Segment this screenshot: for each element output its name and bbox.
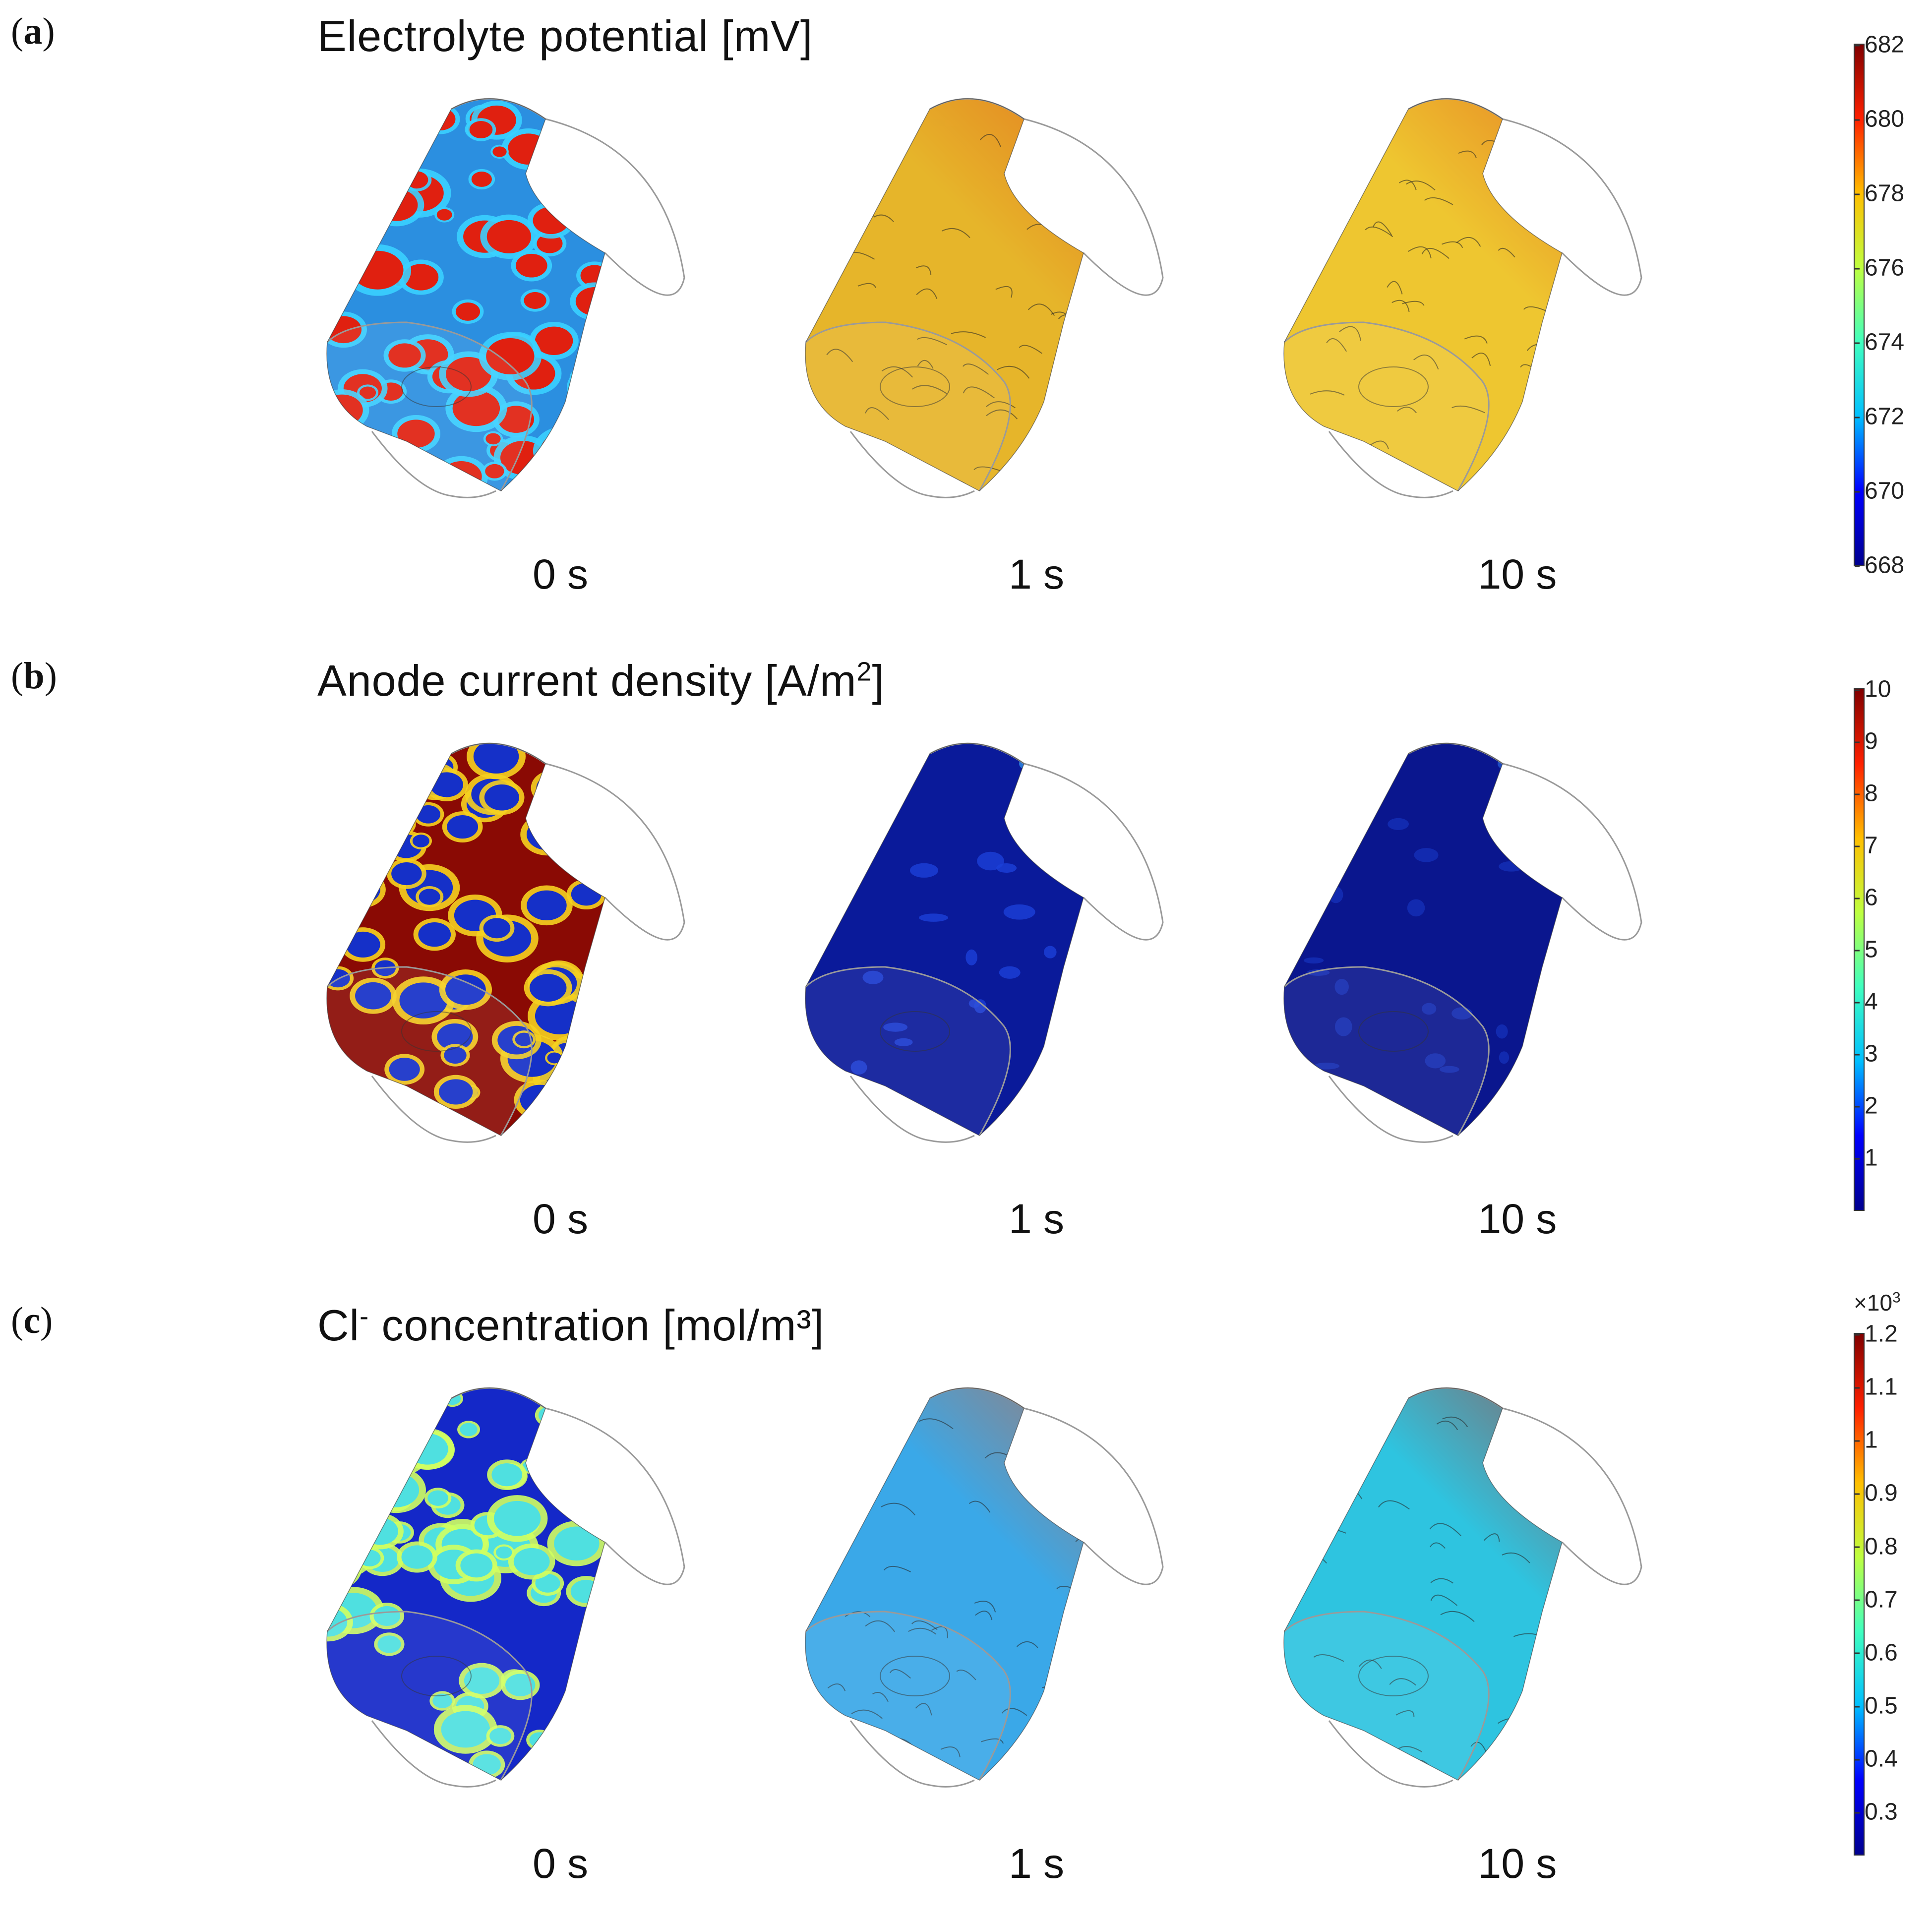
time-label: 1 s [1008,1840,1065,1887]
render-t1 [766,709,1262,1205]
colorbar: 1.2 1.1 1 0.9 0.8 0.7 0.6 0.5 0.4 0.3 [1854,1321,1898,1856]
render-t0 [288,64,784,560]
field-surface [1284,1388,1562,1780]
colorbar-tick-label: 676 [1854,254,1905,281]
render-t0 [288,1354,784,1850]
colorbar-tick-label: 680 [1854,106,1905,132]
colorbar-tick-label: 682 [1854,31,1905,58]
colorbar: 682 680 678 676 674 672 670 668 [1854,32,1904,579]
time-label: 10 s [1478,551,1557,598]
figure-panel-b: (b) Anode current density [A/m2] 0 s 1 s… [0,645,1932,1274]
colorbar-tick-label: 0.9 [1855,1480,1898,1506]
field-surface [327,99,605,491]
render-t2 [1245,709,1741,1205]
panel-title: Anode current density [A/m2] [317,656,885,705]
colorbar-tick-label: 2 [1855,1092,1878,1119]
colorbar-tick-label: 1 [1855,1144,1878,1171]
time-label: 1 s [1008,1196,1065,1242]
panel-title: Cl- concentration [mol/m³] [317,1301,825,1350]
colorbar-tick-label: 0.3 [1855,1799,1898,1825]
colorbar-tick-label: 672 [1854,403,1905,430]
colorbar-tick-label: 1.2 [1855,1320,1898,1347]
field-surface [327,1388,605,1780]
colorbar-tick-label: 678 [1854,180,1905,207]
colorbar-tick-label: 0.4 [1855,1745,1898,1772]
colorbar-tick-label: 1.1 [1855,1374,1898,1400]
colorbar-tick-label: 7 [1855,832,1878,859]
field-surface [805,1388,1084,1780]
field-surface [1284,99,1562,491]
time-label: 0 s [532,1840,589,1887]
field-surface [1284,743,1562,1136]
time-label: 0 s [532,551,589,598]
colorbar-tick-label: 6 [1855,884,1878,911]
colorbar-exponent: ×103 [1854,1289,1901,1316]
render-t1 [766,1354,1262,1850]
colorbar-tick-label: 0.7 [1855,1586,1898,1613]
colorbar-tick-label: 8 [1855,780,1878,807]
panel-label: (c) [11,1300,53,1341]
colorbar-tick-label: 10 [1854,676,1891,703]
colorbar-tick-label: 5 [1855,936,1878,963]
colorbar-tick-label: 9 [1855,728,1878,755]
colorbar-tick-label: 4 [1855,988,1878,1015]
field-surface [805,99,1084,491]
colorbar-tick-label: 670 [1854,478,1905,504]
colorbar-tick-label: 0.5 [1855,1692,1898,1719]
colorbar-tick-label: 1 [1855,1427,1878,1453]
field-surface [327,743,605,1136]
figure-panel-c: (c) Cl- concentration [mol/m³] 0 s 1 s 1… [0,1289,1932,1919]
panel-label: (b) [11,655,57,697]
render-t2 [1245,64,1741,560]
render-t1 [766,64,1262,560]
colorbar-tick-label: 0.6 [1855,1639,1898,1666]
panel-label: (a) [11,10,55,52]
render-t0 [288,709,784,1205]
figure-panel-a: (a) Electrolyte potential [mV] 0 s 1 s 1… [0,0,1932,630]
time-label: 1 s [1008,551,1065,598]
colorbar: 10 9 8 7 6 5 4 3 2 1 [1854,676,1891,1211]
time-label: 10 s [1478,1840,1557,1887]
colorbar-tick-label: 674 [1854,329,1905,356]
colorbar-tick-label: 0.8 [1855,1533,1898,1560]
time-label: 10 s [1478,1196,1557,1242]
time-label: 0 s [532,1196,589,1242]
render-t2 [1245,1354,1741,1850]
field-surface [805,743,1084,1136]
colorbar-tick-label: 668 [1854,552,1905,579]
panel-title: Electrolyte potential [mV] [317,11,813,60]
colorbar-tick-label: 3 [1855,1040,1878,1067]
